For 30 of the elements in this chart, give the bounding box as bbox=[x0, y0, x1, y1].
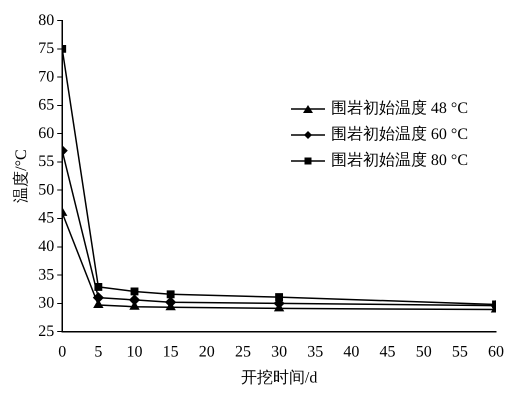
y-tick-label: 40 bbox=[38, 238, 54, 255]
y-tick-label: 25 bbox=[38, 322, 54, 340]
y-tick-label: 35 bbox=[38, 266, 54, 284]
y-tick-label: 60 bbox=[38, 124, 54, 142]
y-tick-label: 50 bbox=[38, 181, 54, 198]
x-tick-label: 0 bbox=[58, 343, 66, 360]
legend-label: 围岩初始温度 80 °C bbox=[330, 150, 468, 171]
x-tick-label: 35 bbox=[307, 343, 324, 360]
x-tick-label: 20 bbox=[198, 343, 215, 360]
y-tick-label: 55 bbox=[38, 153, 54, 170]
x-tick-label: 45 bbox=[380, 343, 396, 360]
legend-label: 围岩初始温度 48 °C bbox=[330, 98, 468, 119]
x-tick-label: 10 bbox=[126, 343, 142, 360]
x-tick-label: 55 bbox=[452, 343, 468, 360]
y-tick-label: 70 bbox=[38, 68, 54, 86]
y-tick-label: 65 bbox=[38, 96, 54, 114]
y-axis-title: 温度/°C bbox=[12, 149, 30, 203]
x-axis-title: 开挖时间/d bbox=[240, 368, 318, 387]
x-tick-label: 5 bbox=[94, 343, 102, 360]
x-tick-label: 15 bbox=[162, 343, 179, 360]
x-tick-label: 60 bbox=[488, 343, 504, 360]
x-tick-label: 40 bbox=[343, 343, 360, 360]
y-tick-label: 80 bbox=[38, 12, 54, 29]
y-tick-label: 30 bbox=[38, 294, 54, 312]
y-tick-label: 75 bbox=[38, 40, 54, 58]
legend-label: 围岩初始温度 60 °C bbox=[330, 124, 468, 145]
x-tick-label: 50 bbox=[416, 343, 432, 360]
x-tick-label: 30 bbox=[271, 343, 288, 360]
y-tick-label: 45 bbox=[38, 210, 54, 227]
x-tick-label: 25 bbox=[234, 343, 251, 360]
